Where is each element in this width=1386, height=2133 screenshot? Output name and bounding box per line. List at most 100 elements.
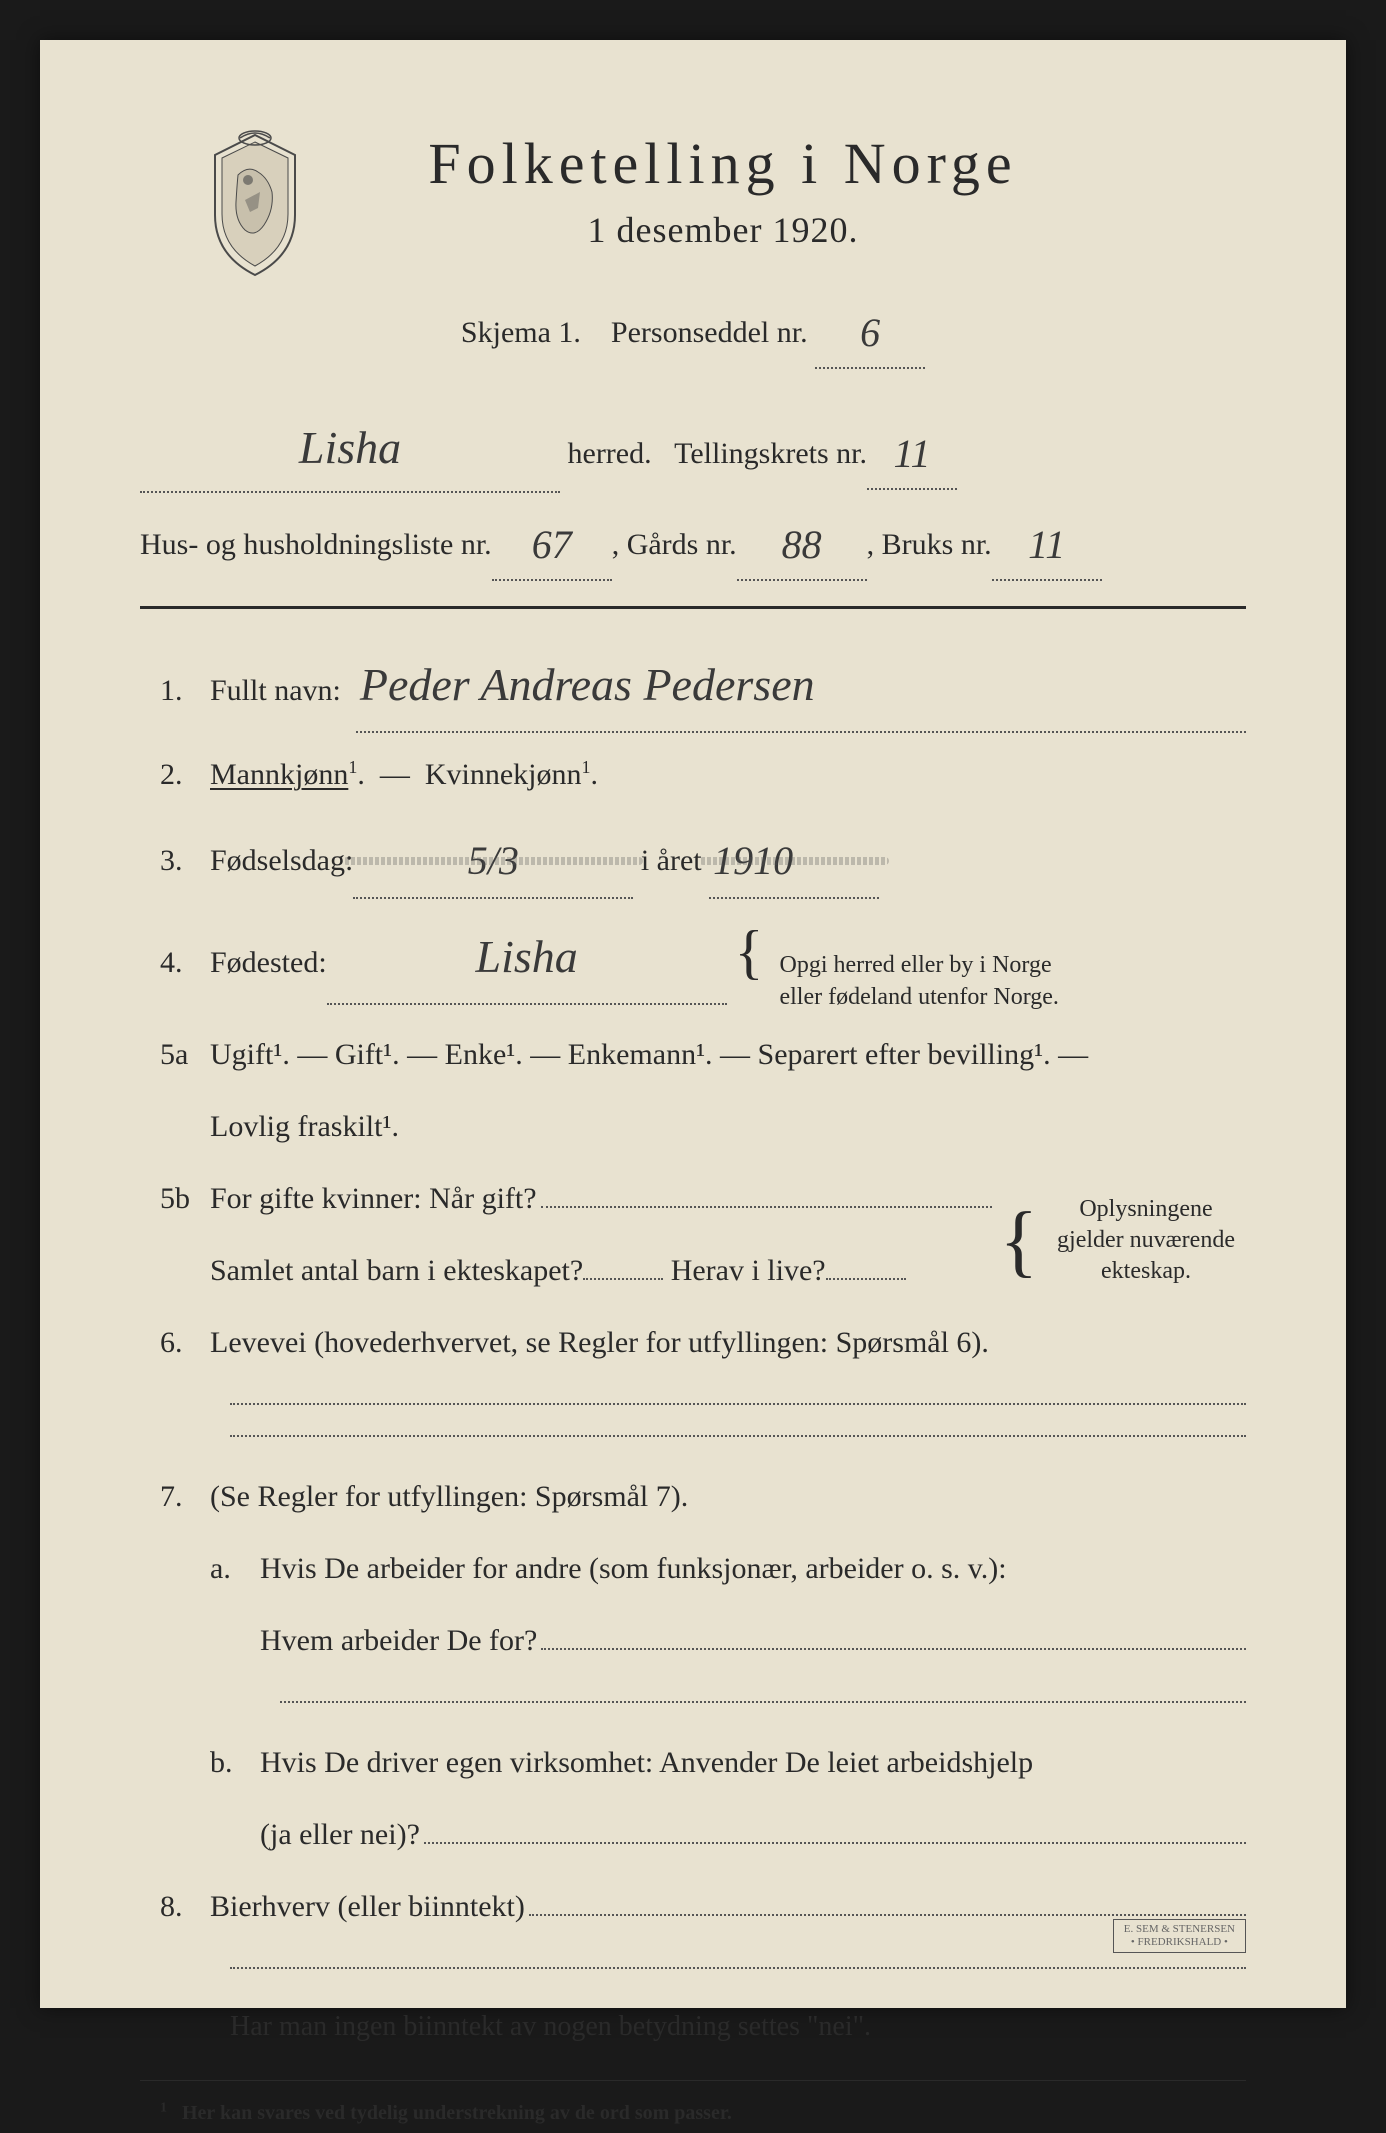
herred-label: herred. bbox=[568, 425, 652, 482]
personseddel-label: Personseddel nr. bbox=[611, 316, 808, 349]
q4-field: Lisha bbox=[327, 911, 727, 1005]
q6-blank2 bbox=[230, 1435, 1246, 1437]
personseddel-nr-field: 6 bbox=[815, 291, 925, 369]
q5a-options2: Lovlig fraskilt¹. bbox=[210, 1097, 1246, 1157]
q8-num: 8. bbox=[140, 1877, 210, 1937]
husliste-nr: 67 bbox=[532, 522, 572, 567]
q4-label: Fødested: bbox=[210, 933, 327, 993]
stamp-line2: • FREDRIKSHALD • bbox=[1131, 1936, 1228, 1948]
q5b-note-line3: ekteskap. bbox=[1101, 1258, 1191, 1284]
q5a-row2: Lovlig fraskilt¹. bbox=[140, 1097, 1246, 1157]
q5b-blank2 bbox=[583, 1278, 663, 1280]
q2-row: 2. Mannkjønn1. — Kvinnekjønn1. bbox=[140, 745, 1246, 805]
q8-blank2 bbox=[230, 1967, 1246, 1969]
husliste-field: 67 bbox=[492, 503, 612, 581]
personseddel-nr-value: 6 bbox=[860, 310, 880, 355]
footnote-num: 1 bbox=[160, 2100, 167, 2115]
form-body: 1. Fullt navn: Peder Andreas Pedersen 2.… bbox=[140, 639, 1246, 2132]
q6-num: 6. bbox=[140, 1313, 210, 1373]
bruks-field: 11 bbox=[992, 503, 1102, 581]
document-paper: Folketelling i Norge 1 desember 1920. Sk… bbox=[40, 40, 1346, 2008]
q8-blank bbox=[529, 1880, 1246, 1916]
footnote: 1 Her kan svares ved tydelig understrekn… bbox=[140, 2093, 1246, 2133]
q5b-label1: For gifte kvinner: Når gift? bbox=[210, 1169, 537, 1229]
q5b-row2: Samlet antal barn i ekteskapet? Herav i … bbox=[140, 1241, 992, 1301]
q6-label: Levevei (hovederhvervet, se Regler for u… bbox=[210, 1313, 1246, 1373]
page-container: Folketelling i Norge 1 desember 1920. Sk… bbox=[0, 0, 1386, 2048]
q2-kvinne: Kvinnekjønn bbox=[425, 758, 582, 791]
q1-num: 1. bbox=[140, 661, 210, 721]
q5a-options: Ugift¹. — Gift¹. — Enke¹. — Enkemann¹. —… bbox=[210, 1025, 1246, 1085]
q7a-label2: Hvem arbeider De for? bbox=[260, 1611, 537, 1671]
q5a-row: 5a Ugift¹. — Gift¹. — Enke¹. — Enkemann¹… bbox=[140, 1025, 1246, 1085]
q5b-note-line2: gjelder nuværende bbox=[1057, 1227, 1235, 1253]
gards-label: , Gårds nr. bbox=[612, 516, 737, 573]
q7b-label1: Hvis De driver egen virksomhet: Anvender… bbox=[260, 1733, 1246, 1793]
q7a-blank2 bbox=[280, 1701, 1246, 1703]
q3-row: 3. Fødselsdag: 5/3 i året 1910 bbox=[140, 817, 1246, 899]
krets-label: Tellingskrets nr. bbox=[674, 425, 867, 482]
q7a-label1: Hvis De arbeider for andre (som funksjon… bbox=[260, 1539, 1246, 1599]
skjema-label: Skjema 1. bbox=[461, 316, 581, 349]
q2-num: 2. bbox=[140, 745, 210, 805]
q5b-blank1 bbox=[541, 1172, 992, 1208]
q6-row: 6. Levevei (hovederhvervet, se Regler fo… bbox=[140, 1313, 1246, 1373]
q3-day: 5/3 bbox=[468, 838, 519, 883]
divider-top bbox=[140, 606, 1246, 609]
herred-field: Lisha bbox=[140, 404, 560, 493]
krets-nr: 11 bbox=[894, 431, 931, 476]
gards-nr: 88 bbox=[782, 522, 822, 567]
q5b-num: 5b bbox=[140, 1169, 210, 1229]
main-title: Folketelling i Norge bbox=[428, 130, 1017, 197]
q2-mann: Mannkjønn bbox=[210, 758, 348, 791]
q4-brace-icon: { bbox=[727, 934, 772, 970]
q5b-blank3 bbox=[826, 1278, 906, 1280]
q3-year: 1910 bbox=[713, 838, 793, 883]
q3-day-field: 5/3 bbox=[353, 817, 633, 899]
q8-row: 8. Bierhverv (eller biinntekt) bbox=[140, 1877, 1246, 1937]
meta-line-1: Skjema 1. Personseddel nr. 6 bbox=[140, 291, 1246, 369]
bruks-nr: 11 bbox=[1028, 522, 1065, 567]
q7a-blank bbox=[541, 1614, 1246, 1650]
note-bottom: Har man ingen biinntekt av nogen betydni… bbox=[140, 1999, 1246, 2055]
q7b-num: b. bbox=[210, 1733, 260, 1793]
coat-of-arms-icon bbox=[200, 130, 310, 280]
q1-row: 1. Fullt navn: Peder Andreas Pedersen bbox=[140, 639, 1246, 733]
q2-sup2: 1 bbox=[581, 757, 590, 777]
husliste-label: Hus- og husholdningsliste nr. bbox=[140, 516, 492, 573]
q1-label: Fullt navn: bbox=[210, 661, 341, 721]
q4-row: 4. Fødested: Lisha { Opgi herred eller b… bbox=[140, 911, 1246, 1012]
q4-value: Lisha bbox=[476, 931, 578, 982]
q7b-row2: (ja eller nei)? bbox=[140, 1805, 1246, 1865]
meta-line-3: Hus- og husholdningsliste nr. 67 , Gårds… bbox=[140, 503, 1246, 581]
stamp-line1: E. SEM & STENERSEN bbox=[1124, 1923, 1235, 1935]
q3-year-field: 1910 bbox=[709, 817, 879, 899]
q4-note-line2: eller fødeland utenfor Norge. bbox=[779, 984, 1058, 1010]
q7a-num: a. bbox=[210, 1539, 260, 1599]
q3-num: 3. bbox=[140, 831, 210, 891]
q5b-label2: Samlet antal barn i ekteskapet? bbox=[210, 1241, 583, 1301]
q1-value: Peder Andreas Pedersen bbox=[360, 659, 815, 710]
title-block: Folketelling i Norge 1 desember 1920. bbox=[428, 130, 1017, 251]
krets-field: 11 bbox=[867, 412, 957, 490]
q7b-blank bbox=[424, 1808, 1246, 1844]
q5b-row1: 5b For gifte kvinner: Når gift? bbox=[140, 1169, 992, 1229]
q7b-label2: (ja eller nei)? bbox=[260, 1805, 420, 1865]
q5b-note: Oplysningene gjelder nuværende ekteskap. bbox=[1046, 1194, 1246, 1288]
q3-label: Fødselsdag: bbox=[210, 831, 353, 891]
q5b-row: 5b For gifte kvinner: Når gift? Samlet a… bbox=[140, 1169, 1246, 1313]
q3-year-label: i året bbox=[641, 831, 702, 891]
footnote-divider bbox=[140, 2080, 1246, 2081]
q7a-row1: a. Hvis De arbeider for andre (som funks… bbox=[140, 1539, 1246, 1599]
bruks-label: , Bruks nr. bbox=[867, 516, 992, 573]
printer-stamp: E. SEM & STENERSEN • FREDRIKSHALD • bbox=[1113, 1919, 1246, 1953]
q7a-row2: Hvem arbeider De for? bbox=[140, 1611, 1246, 1671]
q7b-row1: b. Hvis De driver egen virksomhet: Anven… bbox=[140, 1733, 1246, 1793]
q2-content: Mannkjønn1. — Kvinnekjønn1. bbox=[210, 745, 1246, 805]
q6-blank1 bbox=[230, 1403, 1246, 1405]
q1-field: Peder Andreas Pedersen bbox=[356, 639, 1246, 733]
q4-note: Opgi herred eller by i Norge eller fødel… bbox=[779, 950, 1058, 1012]
q4-note-line1: Opgi herred eller by i Norge bbox=[779, 952, 1051, 978]
q7-row: 7. (Se Regler for utfyllingen: Spørsmål … bbox=[140, 1467, 1246, 1527]
meta-line-2: Lisha herred. Tellingskrets nr. 11 bbox=[140, 404, 1246, 493]
